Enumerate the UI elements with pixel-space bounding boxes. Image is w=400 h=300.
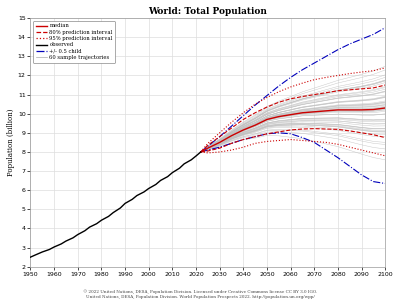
- Title: World: Total Population: World: Total Population: [148, 7, 267, 16]
- Legend: median, 80% prediction interval, 95% prediction interval, observed, +/- 0.5 chil: median, 80% prediction interval, 95% pre…: [33, 21, 116, 63]
- Y-axis label: Population (billion): Population (billion): [7, 109, 15, 176]
- Text: United Nations, DESA, Population Division. World Population Prospects 2022. http: United Nations, DESA, Population Divisio…: [86, 295, 314, 298]
- Text: © 2022 United Nations, DESA, Population Division. Licensed under Creative Common: © 2022 United Nations, DESA, Population …: [83, 289, 317, 293]
